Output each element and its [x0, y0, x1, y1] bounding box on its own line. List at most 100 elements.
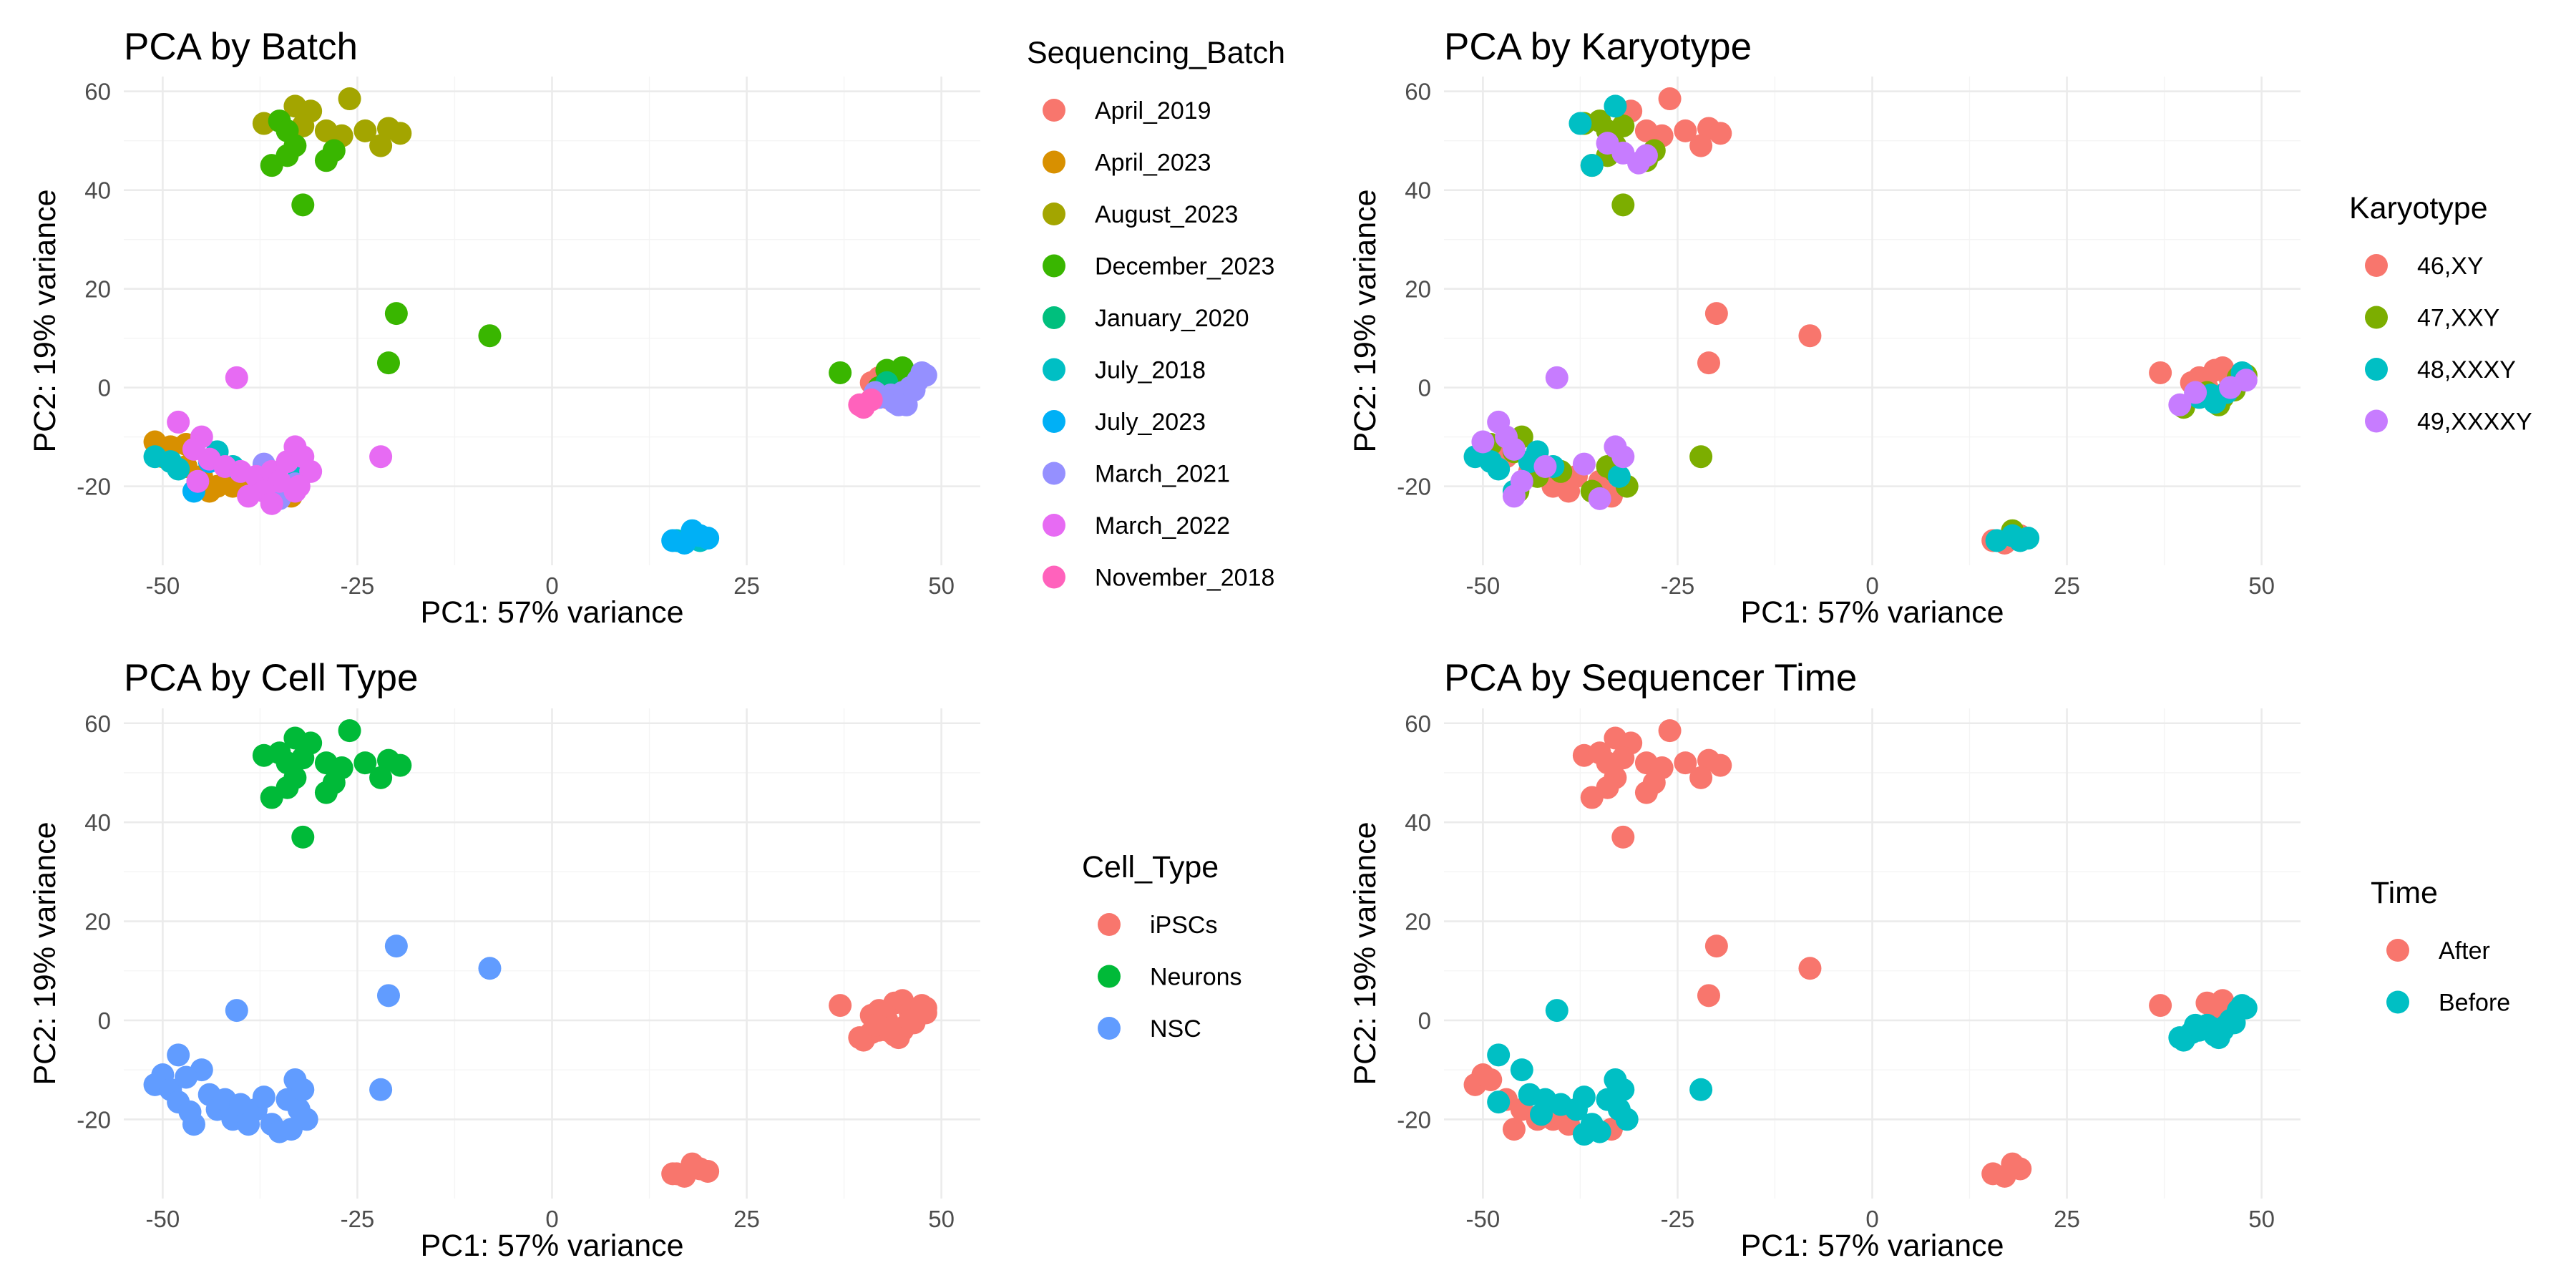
legend-key: [1098, 965, 1121, 988]
data-point: [376, 984, 400, 1008]
x-tick-label: 50: [2248, 1206, 2275, 1232]
data-point: [1709, 122, 1732, 145]
data-point: [252, 1085, 275, 1109]
data-point: [478, 324, 502, 348]
data-point: [369, 134, 393, 157]
x-tick-label: -50: [146, 572, 180, 599]
x-axis-label: PC1: 57% variance: [420, 1229, 683, 1263]
chart-panel-4: -50 -25 0 25 50 -20 0 20 40 60 PCA by Sequencer Ti…: [1348, 657, 2510, 1263]
data-point: [2016, 527, 2040, 550]
legend-item: July_2023: [1043, 409, 1206, 436]
chart-title: PCA by Karyotype: [1444, 26, 1752, 68]
legend-item: After: [2386, 937, 2490, 965]
data-point: [902, 379, 926, 402]
x-tick-label: 50: [2248, 572, 2275, 599]
legend-key: [1043, 358, 1065, 381]
chart-title: PCA by Batch: [124, 26, 358, 68]
y-axis-label: PC2: 19% variance: [28, 821, 62, 1085]
y-axis-label: PC2: 19% variance: [28, 189, 62, 452]
data-point: [1674, 751, 1697, 775]
legend-key: [1043, 150, 1065, 174]
legend-key: [1043, 254, 1065, 278]
data-point: [369, 1078, 393, 1101]
data-point: [167, 410, 190, 434]
data-point: [1611, 825, 1635, 849]
y-tick-label: -20: [77, 1106, 111, 1133]
legend-label: Before: [2439, 990, 2510, 1017]
data-point: [1611, 445, 1635, 469]
data-point: [1615, 1108, 1639, 1131]
x-axis-label: PC1: 57% variance: [1740, 595, 2004, 630]
data-point: [260, 786, 283, 809]
y-tick-label: 60: [84, 711, 111, 737]
legend-key: [2365, 306, 2388, 329]
gridlines: [124, 77, 980, 565]
data-point: [1704, 935, 1728, 958]
legend-item: 47,XXY: [2365, 305, 2499, 332]
legend-item: December_2023: [1043, 253, 1274, 280]
data-point: [279, 1118, 303, 1141]
data-point: [1596, 132, 1619, 155]
legend-item: NSC: [1098, 1015, 1201, 1043]
legend-item: 48,XXXY: [2365, 356, 2516, 384]
y-tick-label: 20: [1405, 909, 1431, 935]
legend-key: [1098, 913, 1121, 936]
legend-label: January_2020: [1095, 305, 1249, 332]
y-tick-label: 60: [84, 79, 111, 105]
data-point: [1689, 134, 1713, 157]
data-points: [1463, 87, 2258, 555]
data-point: [864, 1013, 887, 1037]
chart-panel-2: -50 -25 0 25 50 -20 0 20 40 60 PCA by Karyotype PC1…: [1348, 26, 2532, 630]
data-point: [369, 766, 393, 789]
data-point: [1689, 1078, 1713, 1101]
gridlines: [1444, 708, 2301, 1199]
legend-label: November_2018: [1095, 565, 1274, 592]
legend-label: Neurons: [1150, 964, 1242, 991]
x-tick-label: 50: [928, 1206, 955, 1232]
data-point: [848, 393, 872, 416]
x-tick-label: -25: [1661, 572, 1695, 599]
x-tick-label: 25: [2054, 572, 2080, 599]
data-point: [376, 351, 400, 375]
data-point: [1533, 455, 1557, 479]
data-point: [887, 393, 910, 416]
legend-label: March_2022: [1095, 512, 1230, 540]
data-points: [1463, 719, 2258, 1188]
x-tick-label: 50: [928, 572, 955, 599]
data-point: [910, 361, 934, 384]
y-axis-label: PC2: 19% variance: [1348, 821, 1382, 1085]
data-point: [2234, 996, 2258, 1020]
data-point: [1479, 1068, 1503, 1091]
legend-key: [1098, 1017, 1121, 1040]
data-point: [914, 1001, 937, 1025]
y-tick-label: 60: [1405, 79, 1431, 105]
data-point: [1611, 1078, 1635, 1101]
legend-key: [1043, 410, 1065, 433]
chart-panel-3: -50 -25 0 25 50 -20 0 20 40 60 PCA by Cell Type PC1…: [28, 657, 1242, 1263]
data-point: [1502, 437, 1526, 461]
legend-key: [1043, 462, 1065, 485]
legend-item: March_2022: [1043, 512, 1230, 540]
legend-title: Time: [2371, 876, 2438, 910]
chart-panel-1: -50 -25 0 25 50 -20 0 20 40 60 PCA by Batch PC1: 57…: [28, 26, 1285, 630]
y-tick-label: 40: [84, 809, 111, 836]
legend-item: August_2023: [1043, 201, 1238, 228]
x-axis-label: PC1: 57% variance: [1740, 1229, 2004, 1263]
legend-item: 46,XY: [2365, 253, 2484, 280]
y-axis-label: PC2: 19% variance: [1348, 189, 1382, 452]
data-point: [1487, 1043, 1511, 1067]
x-tick-label: -25: [341, 572, 375, 599]
legend-item: January_2020: [1043, 305, 1249, 332]
legend-item: April_2023: [1043, 150, 1211, 177]
data-point: [384, 302, 408, 326]
data-point: [1798, 324, 1822, 348]
data-point: [338, 87, 361, 111]
data-point: [384, 935, 408, 958]
data-point: [1642, 771, 1666, 794]
y-tick-label: 20: [1405, 276, 1431, 303]
data-point: [322, 139, 346, 162]
gridlines: [124, 708, 980, 1199]
data-point: [322, 771, 346, 794]
data-point: [2211, 1018, 2235, 1042]
